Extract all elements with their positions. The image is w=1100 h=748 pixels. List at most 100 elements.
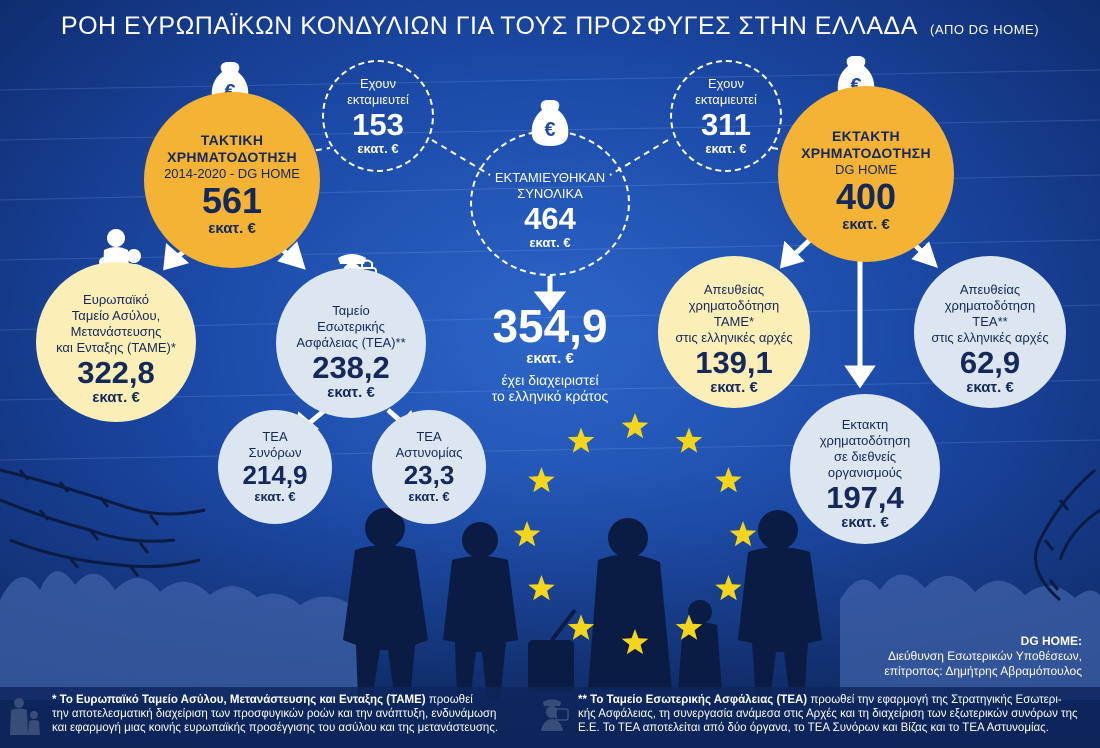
isf-police-line1: ΤΕΑ	[416, 429, 442, 444]
regular-disbursed-value: 153	[352, 106, 404, 142]
total-value: 464	[524, 200, 576, 236]
direct-amif-line2: χρηματοδότηση	[688, 297, 780, 313]
managed-value: 354,9	[492, 300, 608, 352]
isf-unit: εκατ. €	[327, 383, 375, 401]
amif-value: 322,8	[77, 354, 155, 390]
regular-title-1: ΤΑΚΤΙΚΗ	[200, 132, 264, 148]
footnote-isf-bold: ** Το Ταμείο Εσωτερικής Ασφάλειας (ΤΕΑ)	[578, 694, 808, 706]
intl-line4: οργανισμούς	[827, 464, 903, 480]
dg-home-line1: Διεύθυνση Εσωτερικών Υποθέσεων,	[887, 649, 1082, 663]
emergency-title-2: ΧΡΗΜΑΤΟΔΟΤΗΣΗ	[801, 145, 931, 161]
regular-disbursed-unit: εκατ. €	[357, 140, 399, 156]
amif-circle: Ευρωπαϊκό Ταμείο Ασύλου, Μετανάστευσης κ…	[36, 262, 196, 422]
emergency-title-1: ΕΚΤΑΚΤΗ	[832, 128, 900, 144]
footnote-isf: ** Το Ταμείο Εσωτερικής Ασφάλειας (ΤΕΑ) …	[578, 693, 1090, 735]
emergency-funding-circle: ΕΚΤΑΚΤΗ ΧΡΗΜΑΤΟΔΟΤΗΣΗ DG HOME 400 εκατ. …	[778, 86, 954, 262]
eu-star	[567, 427, 595, 453]
intl-line2: χρηματοδότηση	[819, 432, 911, 448]
isf-borders-unit: εκατ. €	[254, 489, 296, 504]
eu-star	[675, 427, 703, 453]
direct-isf-line2: χρηματοδότηση	[944, 297, 1036, 313]
direct-isf-line4: στις ελληνικές αρχές	[931, 329, 1049, 345]
direct-isf-circle: Απευθείας χρηματοδότηση ΤΕΑ** στις ελλην…	[914, 256, 1066, 408]
eu-star	[528, 575, 555, 601]
intl-unit: εκατ. €	[841, 513, 889, 531]
eu-star	[715, 575, 742, 601]
intl-orgs-circle: Εκτακτη χρηματοδότηση σε διεθνείς οργανι…	[790, 394, 940, 544]
total-unit: εκατ. €	[529, 234, 571, 250]
regular-disbursed-circle: Εχουν εκταμιευτεί 153 εκατ. €	[322, 60, 434, 172]
regular-unit: εκατ. €	[208, 220, 256, 237]
eu-star	[513, 521, 541, 547]
direct-isf-unit: εκατ. €	[966, 378, 1014, 396]
isf-borders-circle: ΤΕΑ Συνόρων 214,9 εκατ. €	[218, 410, 332, 524]
emergency-disbursed-line2: εκταμιευτεί	[695, 91, 757, 107]
total-line1: ΕΚΤΑΜΙΕΥΘΗΚΑΝ	[494, 169, 606, 185]
isf-police-line2: Αστυνομίας	[395, 445, 463, 460]
total-disbursed-circle: ΕΚΤΑΜΙΕΥΘΗΚΑΝ ΣΥΝΟΛΙΚΑ 464 εκατ. €	[470, 130, 630, 276]
regular-value: 561	[201, 180, 263, 221]
direct-amif-line1: Απευθείας	[703, 281, 765, 297]
direct-isf-line3: ΤΕΑ**	[972, 313, 1008, 329]
isf-circle: Ταμείο Εσωτερικής Ασφάλειας (ΤΕΑ)** 238,…	[276, 268, 426, 418]
isf-police-unit: εκατ. €	[408, 489, 450, 504]
footnote-isf-line3: Ε.Ε. Το ΤΕΑ αποτελείται από δύο όργανα, …	[578, 722, 1049, 734]
eu-star	[729, 521, 757, 547]
eu-star	[715, 467, 742, 493]
emergency-unit: εκατ. €	[842, 216, 890, 233]
managed-line1: έχει διαχειριστεί	[501, 372, 599, 388]
eu-star	[528, 467, 555, 493]
intl-line1: Εκτακτη	[841, 416, 889, 432]
barbed-wire	[0, 468, 1100, 602]
isf-police-circle: ΤΕΑ Αστυνομίας 23,3 εκατ. €	[372, 410, 486, 524]
dg-home-label: DG HOME:	[1020, 634, 1082, 648]
amif-unit: εκατ. €	[92, 388, 140, 406]
isf-borders-line1: ΤΕΑ	[262, 429, 288, 444]
isf-line2: Εσωτερικής	[317, 318, 385, 334]
eu-star	[675, 614, 703, 640]
amif-line4: και Ενταξης (ΤΑΜΕ)*	[56, 339, 176, 355]
eu-star	[621, 413, 649, 439]
footnote-amif-bold: * Το Ευρωπαϊκό Ταμείο Ασύλου, Μετανάστευ…	[52, 694, 426, 706]
managed-unit: εκατ. €	[526, 350, 574, 367]
footnote-isf-line2: κής Ασφάλειας, τη συνεργασία ανάμεσα στι…	[578, 708, 1078, 720]
title-main: ΡΟΗ ΕΥΡΩΠΑΪΚΩΝ ΚΟΝΔΥΛΙΩΝ ΓΙΑ ΤΟΥΣ ΠΡΟΣΦΥ…	[60, 12, 917, 40]
emergency-disbursed-line1: Εχουν	[708, 75, 744, 91]
direct-amif-line4: στις ελληνικές αρχές	[675, 329, 793, 345]
page-title: ΡΟΗ ΕΥΡΩΠΑΪΚΩΝ ΚΟΝΔΥΛΙΩΝ ΓΙΑ ΤΟΥΣ ΠΡΟΣΦΥ…	[0, 12, 1100, 41]
eu-stars	[513, 413, 757, 655]
isf-line1: Ταμείο	[332, 302, 370, 318]
eu-star	[621, 629, 649, 655]
refugee-silhouettes	[343, 508, 822, 700]
direct-amif-unit: εκατ. €	[710, 378, 758, 396]
direct-amif-line3: ΤΑΜΕ*	[713, 313, 755, 329]
footnote-amif: * Το Ευρωπαϊκό Ταμείο Ασύλου, Μετανάστευ…	[52, 693, 532, 735]
footnotes-bar: * Το Ευρωπαϊκό Ταμείο Ασύλου, Μετανάστευ…	[0, 687, 1100, 748]
isf-value: 238,2	[312, 349, 390, 385]
direct-isf-value: 62,9	[959, 344, 1021, 380]
footnote-amif-text1: προωθεί	[425, 694, 473, 706]
footnote-amif-line2: την αποτελεσματική διαχείριση των προσφυ…	[52, 708, 497, 720]
isf-police-value: 23,3	[403, 460, 455, 490]
amif-line1: Ευρωπαϊκό	[83, 291, 149, 307]
eu-star	[567, 614, 595, 640]
emergency-source: DG HOME	[834, 162, 898, 177]
dg-home-line2: επίτροπος: Δημήτρης Αβραμόπουλος	[884, 664, 1082, 678]
managed-line2: το ελληνικό κράτος	[491, 388, 609, 404]
title-source: (ΑΠΟ DG HOME)	[930, 22, 1040, 37]
regular-disbursed-line1: Εχουν	[360, 75, 396, 91]
intl-line3: σε διεθνείς	[833, 448, 897, 464]
emergency-value: 400	[835, 176, 897, 217]
isf-borders-line2: Συνόρων	[248, 445, 302, 460]
dg-home-note: DG HOME: Διεύθυνση Εσωτερικών Υποθέσεων,…	[884, 634, 1082, 679]
emergency-disbursed-value: 311	[700, 106, 751, 142]
regular-funding-circle: ΤΑΚΤΙΚΗ ΧΡΗΜΑΤΟΔΟΤΗΣΗ 2014-2020 - DG HOM…	[144, 92, 320, 268]
isf-borders-value: 214,9	[242, 460, 308, 490]
regular-period: 2014-2020 - DG HOME	[164, 166, 300, 181]
crowd-silhouettes	[0, 571, 1100, 700]
amif-line2: Ταμείο Ασύλου,	[71, 307, 161, 323]
isf-line3: Ασφάλειας (ΤΕΑ)**	[296, 334, 406, 350]
direct-amif-value: 139,1	[695, 344, 773, 380]
regular-disbursed-line2: εκταμιευτεί	[347, 91, 409, 107]
